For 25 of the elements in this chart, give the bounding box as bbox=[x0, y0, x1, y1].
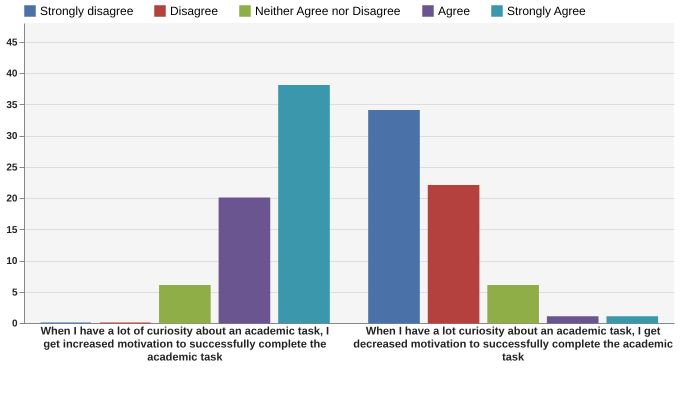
y-tick-label: 5 bbox=[12, 287, 18, 298]
bar bbox=[368, 110, 420, 324]
x-tick-label: When I have a lot of curiosity about an academic task, I get increased motivation to successfully complete the academic task bbox=[40, 326, 330, 364]
legend-label: Strongly Agree bbox=[507, 4, 586, 18]
y-tick-label: 30 bbox=[6, 131, 18, 142]
bar bbox=[606, 316, 658, 324]
y-tick-label: 45 bbox=[6, 37, 18, 48]
y-tick-label: 0 bbox=[12, 318, 18, 330]
legend-label: Disagree bbox=[170, 4, 218, 18]
legend-label: Strongly disagree bbox=[40, 4, 134, 18]
bar bbox=[159, 285, 211, 324]
legend-label: Neither Agree nor Disagree bbox=[255, 4, 401, 18]
bar bbox=[278, 85, 330, 324]
y-tick-label: 20 bbox=[6, 194, 18, 204]
y-tick-label: 15 bbox=[6, 224, 18, 236]
legend-label: Agree bbox=[438, 4, 470, 18]
y-tick-label: 10 bbox=[6, 256, 18, 267]
x-tick-label: When I have a lot curiosity about an academic task, I get decreased motivation to successfully complete the academic task bbox=[353, 326, 674, 364]
bar bbox=[428, 185, 480, 324]
y-tick-label: 25 bbox=[6, 162, 18, 174]
bar bbox=[487, 285, 539, 324]
bar bbox=[218, 198, 270, 324]
y-tick-label: 40 bbox=[6, 68, 18, 80]
y-tick-label: 35 bbox=[6, 100, 18, 111]
bar bbox=[546, 316, 599, 324]
